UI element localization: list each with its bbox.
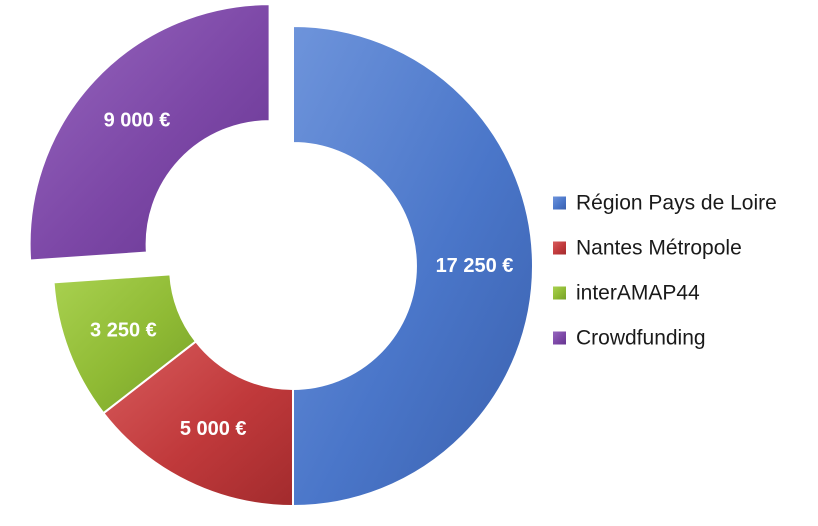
legend-swatch-interamap44 (553, 286, 566, 300)
data-label-nantes-metropole: 5 000 € (180, 418, 247, 440)
legend-swatch-crowdfunding (553, 331, 566, 345)
slice-interamap44 (52, 273, 198, 415)
data-labels: 17 250 € 5 000 € 3 250 € 9 000 € (90, 109, 513, 440)
legend-label-interamap44: interAMAP44 (576, 282, 700, 305)
legend-label-crowdfunding: Crowdfunding (576, 327, 706, 350)
slice-region-pays-de-loire (292, 24, 534, 508)
legend-label-region-pays-de-loire: Région Pays de Loire (576, 192, 777, 215)
data-label-crowdfunding: 9 000 € (104, 109, 171, 131)
legend-label-nantes-metropole: Nantes Métropole (576, 237, 742, 260)
data-label-region-pays-de-loire: 17 250 € (436, 255, 514, 277)
data-label-interamap44: 3 250 € (90, 320, 157, 342)
legend: Région Pays de Loire Nantes Métropole inte… (553, 192, 777, 350)
legend-swatch-nantes-metropole (553, 241, 566, 255)
donut-slices (28, 3, 534, 508)
slice-crowdfunding (28, 3, 271, 262)
legend-swatch-region-pays-de-loire (553, 196, 566, 210)
